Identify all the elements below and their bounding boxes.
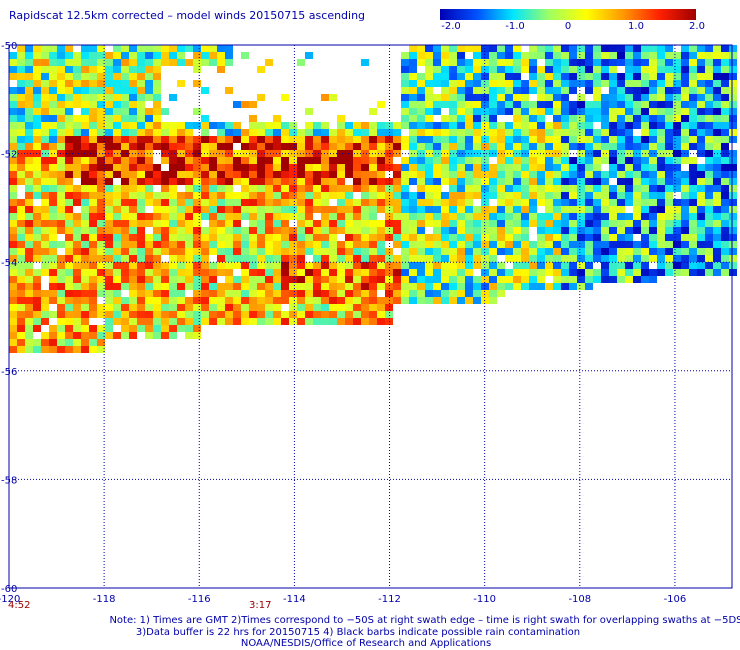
lon-label: -118 [93,594,116,605]
map-title: Rapidscat 12.5km corrected – model winds… [9,9,366,22]
colorbar-label-neg1: -1.0 [505,21,525,32]
lon-label: -120 [0,594,20,605]
colorbar-label-zero: 0 [564,21,572,32]
colorbar-label-max: 2.0 [689,21,705,32]
footnote-line-1: Note: 1) Times are GMT 2)Times correspon… [109,615,740,626]
swath-cells [9,45,737,353]
lon-label: -110 [473,594,496,605]
lon-label: -108 [568,594,591,605]
lon-label: -112 [378,594,401,605]
map-frame [8,44,733,589]
lat-label: -50 [1,41,17,52]
lon-label: -114 [283,594,306,605]
lat-label: -60 [1,584,17,595]
time-label-middle: 3:17 [249,600,272,611]
lon-label: -106 [664,594,687,605]
colorbar [440,9,696,20]
lat-label: -54 [1,258,17,269]
footnote-line-3: NOAA/NESDIS/Office of Research and Appli… [240,638,492,649]
colorbar-label-min: -2.0 [441,21,461,32]
lon-label: -116 [188,594,211,605]
footnote-line-2: 3)Data buffer is 22 hrs for 20150715 4) … [135,627,581,638]
colorbar-label-pos1: 1.0 [628,21,644,32]
lat-label: -52 [1,150,17,161]
time-label-left: 4:52 [8,600,31,611]
